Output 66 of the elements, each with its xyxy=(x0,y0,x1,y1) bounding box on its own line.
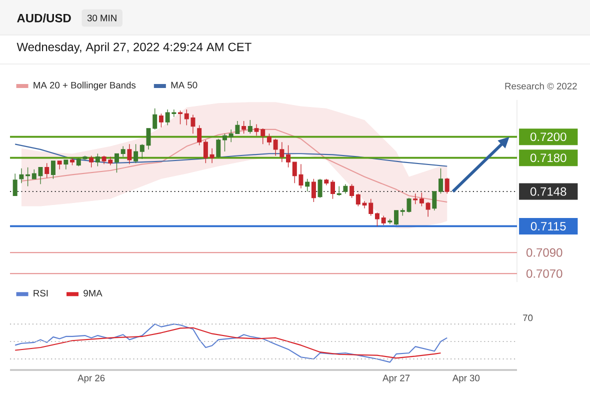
legend-label: MA 20 + Bollinger Bands xyxy=(34,82,136,90)
candlestick xyxy=(64,160,68,170)
y-tick-label: 0.7090 xyxy=(526,248,562,257)
candlestick xyxy=(419,192,424,207)
candlestick xyxy=(286,144,291,168)
candlestick xyxy=(152,108,158,130)
candlestick xyxy=(146,128,151,150)
candlestick xyxy=(197,124,202,146)
candlestick xyxy=(381,215,386,226)
y-tick-label: 0.7200 xyxy=(530,132,566,142)
candlestick xyxy=(305,178,310,192)
y-tick-label: 0.7115 xyxy=(530,222,566,230)
candlestick xyxy=(343,184,348,194)
candlestick xyxy=(432,191,437,211)
text: Research © 2022 xyxy=(505,82,577,90)
x-tick-label: Apr 30 xyxy=(452,374,480,384)
candlestick xyxy=(388,218,392,224)
candlestick xyxy=(57,160,62,170)
candlestick xyxy=(394,210,399,226)
line-series xyxy=(14,144,448,167)
chart-title: AUD/USD xyxy=(17,14,71,22)
candlestick xyxy=(216,138,221,158)
candlestick xyxy=(127,144,132,165)
candlestick xyxy=(350,184,354,198)
candlestick xyxy=(444,178,450,194)
candlestick xyxy=(356,193,360,207)
candlestick xyxy=(12,173,18,196)
candlestick xyxy=(311,178,316,202)
candlestick xyxy=(210,148,214,164)
line-series xyxy=(20,128,448,203)
candlestick xyxy=(140,144,144,160)
candlestick xyxy=(44,162,50,178)
candlestick xyxy=(158,113,164,128)
candlestick xyxy=(70,158,75,166)
y-tick-label: 0.7070 xyxy=(526,269,562,278)
text: 70 xyxy=(523,314,533,322)
candlestick xyxy=(114,153,119,173)
candlestick xyxy=(374,212,380,227)
candlestick xyxy=(50,160,56,180)
text: 30 MIN xyxy=(87,14,116,22)
candlestick xyxy=(248,120,252,134)
candlestick xyxy=(438,168,443,194)
chart-subtitle: Wednesday, April 27, 2022 4:29:24 AM CET xyxy=(16,42,252,54)
candlestick xyxy=(38,166,43,184)
candlestick xyxy=(19,168,24,184)
candlestick xyxy=(413,193,418,204)
candlestick xyxy=(318,178,322,198)
candlestick xyxy=(89,155,94,168)
candlestick xyxy=(426,202,430,218)
x-tick-label: Apr 27 xyxy=(382,374,410,384)
candlestick xyxy=(95,153,100,167)
candlestick xyxy=(266,133,272,146)
candlestick xyxy=(32,169,36,180)
candlestick xyxy=(222,133,227,152)
legend-label: 9MA xyxy=(84,290,102,296)
candlestick xyxy=(120,146,126,158)
y-tick-label: 0.7180 xyxy=(530,154,566,162)
candlestick xyxy=(242,120,246,134)
x-tick-label: Apr 26 xyxy=(78,374,105,384)
candlestick xyxy=(134,144,138,164)
candlestick xyxy=(203,140,208,164)
candlestick xyxy=(330,180,335,200)
y-tick-label: 0.7148 xyxy=(530,187,566,196)
legend-label: RSI xyxy=(34,290,48,296)
legend-label: MA 50 xyxy=(171,82,198,88)
candlestick xyxy=(324,178,329,186)
